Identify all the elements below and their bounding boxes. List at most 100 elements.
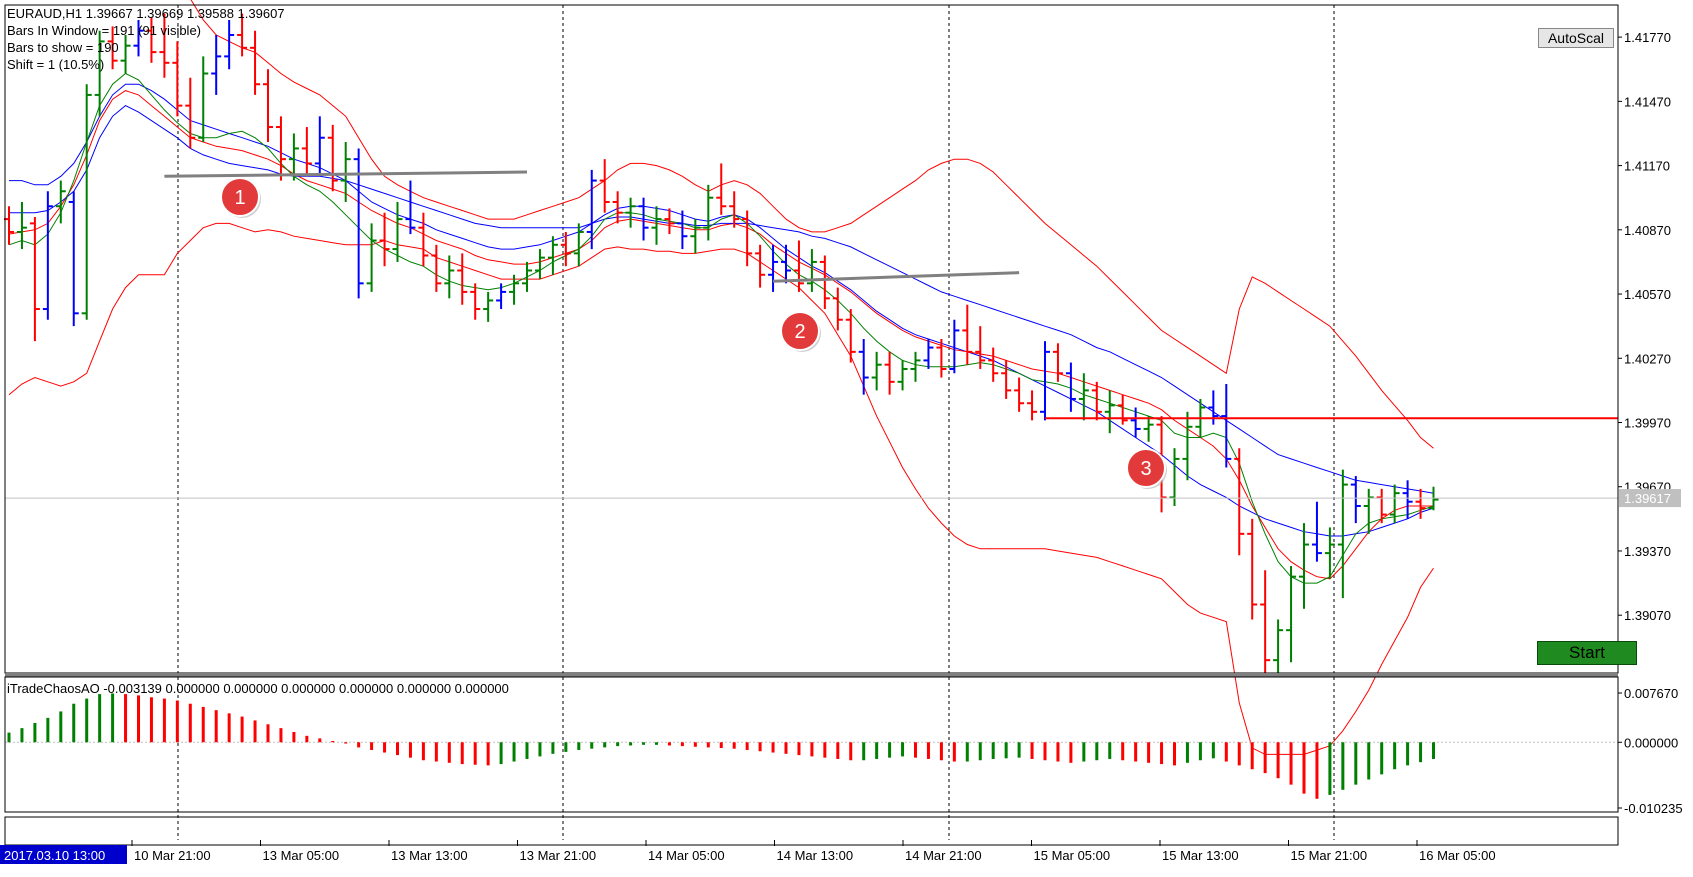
ohlc-bar (1065, 362, 1076, 412)
ohlc-bar (120, 34, 131, 74)
bollinger-lower-line (8, 222, 1434, 755)
ohlc-bar (703, 184, 714, 241)
ohlc-bar (755, 244, 766, 288)
ohlc-bar (781, 244, 791, 284)
start-button[interactable]: Start (1537, 641, 1637, 665)
ohlc-bar (1052, 343, 1063, 382)
ohlc-bar (897, 360, 908, 391)
price-tick-label: 1.41770 (1624, 30, 1671, 45)
bollinger-middle-line (9, 83, 1434, 537)
ohlc-bar (1143, 416, 1154, 442)
symbol-info: EURAUD,H1 1.39667 1.39669 1.39588 1.3960… (7, 6, 285, 21)
current-price-box (1619, 489, 1681, 508)
ohlc-bar (845, 309, 856, 363)
ohlc-bar (871, 351, 882, 391)
ohlc-bar (522, 261, 532, 292)
indicator-tick-label: 0.000000 (1624, 735, 1678, 750)
ohlc-bar (263, 69, 273, 143)
ohlc-bar (379, 212, 390, 267)
ohlc-bar (806, 249, 817, 292)
ohlc-bar (1104, 390, 1115, 434)
ohlc-bar (275, 116, 286, 181)
price-tick-label: 1.41170 (1624, 159, 1670, 174)
ohlc-bar (496, 283, 507, 310)
time-tick-label: 15 Mar 13:00 (1162, 848, 1239, 863)
ohlc-bar (444, 255, 455, 299)
ohlc-bar (547, 236, 558, 275)
ohlc-bar (1014, 377, 1025, 412)
alligator-lines (8, 72, 1434, 584)
ohlc-bar (1350, 476, 1361, 524)
time-tick-label: 15 Mar 21:00 (1291, 848, 1368, 863)
ohlc-bar (832, 287, 843, 331)
ohlc-bar (560, 231, 571, 267)
ohlc-bars (4, 13, 1439, 678)
price-tick-label: 1.39970 (1624, 416, 1671, 431)
ohlc-bar (42, 191, 53, 320)
autoscale-button[interactable]: AutoScal (1538, 28, 1614, 48)
indicator-tick-label: -0.010235 (1624, 801, 1683, 816)
annotation-number: 3 (1140, 458, 1151, 480)
ohlc-bar (768, 244, 779, 292)
ohlc-bar (483, 291, 494, 322)
ohlc-bar (1040, 341, 1050, 421)
trend-line (772, 271, 1020, 283)
ohlc-bar (651, 206, 662, 245)
annotation-number: 1 (234, 187, 245, 209)
ohlc-bar (625, 197, 636, 228)
time-tick-label: 13 Mar 21:00 (520, 848, 597, 863)
ohlc-bar (742, 210, 753, 267)
ohlc-bar (599, 159, 610, 213)
ohlc-bar (534, 249, 545, 280)
ohlc-bar (793, 240, 804, 292)
ohlc-bar (185, 77, 196, 149)
ohlc-bar (819, 255, 830, 310)
current-price-label: 1.39617 (1624, 491, 1671, 506)
ohlc-bar (198, 56, 209, 143)
window-frame (4, 4, 1619, 846)
ohlc-bar (288, 133, 299, 181)
ohlc-bar (94, 30, 105, 117)
ohlc-bar (1182, 411, 1193, 481)
alligator-teeth-line (8, 90, 1434, 580)
ohlc-bar (301, 127, 312, 177)
ohlc-bar (729, 191, 740, 228)
annotation-number: 2 (794, 321, 805, 343)
ohlc-bar (975, 326, 986, 369)
ohlc-bar (16, 201, 27, 250)
ohlc-bar (1260, 570, 1271, 673)
ohlc-bar (107, 26, 118, 70)
ao-histogram (5, 693, 1618, 799)
ohlc-bar (211, 34, 222, 95)
ohlc-bar (988, 347, 999, 382)
ohlc-bar (949, 319, 960, 374)
ohlc-bar (405, 180, 416, 235)
chart-overlays (5, 170, 1618, 499)
ohlc-bar (923, 339, 934, 369)
alligator-lips-line (8, 72, 1434, 584)
empty-subwindow-border (4, 816, 1619, 846)
ohlc-bar (573, 223, 584, 267)
ohlc-bar (81, 84, 92, 320)
ohlc-bar (29, 216, 40, 342)
price-tick-label: 1.39370 (1624, 544, 1671, 559)
ohlc-bar (1169, 448, 1180, 506)
ohlc-bar (1324, 527, 1335, 579)
ohlc-bar (314, 116, 325, 177)
ohlc-bar (690, 219, 701, 254)
time-tick-label: 14 Mar 13:00 (777, 848, 854, 863)
ohlc-bar (224, 19, 235, 70)
ohlc-bar (1389, 484, 1400, 524)
indicator-label: iTradeChaosAO -0.003139 0.000000 0.00000… (7, 681, 509, 696)
ohlc-bar (1091, 381, 1102, 421)
ohlc-bar (1221, 383, 1232, 468)
ohlc-bar (910, 351, 921, 382)
annotation-circle (1126, 448, 1166, 488)
time-tick-label: 10 Mar 21:00 (134, 848, 211, 863)
price-tick-label: 1.39070 (1624, 608, 1671, 623)
info-bars-in-window: Bars In Window = 191 (91 visible) (7, 23, 202, 38)
indicator-axis: 0.007670 0.000000 -0.010235 (1618, 686, 1683, 816)
price-axis: 1.41770 1.41470 1.41170 1.40870 1.40570 1.402… (1618, 30, 1681, 623)
